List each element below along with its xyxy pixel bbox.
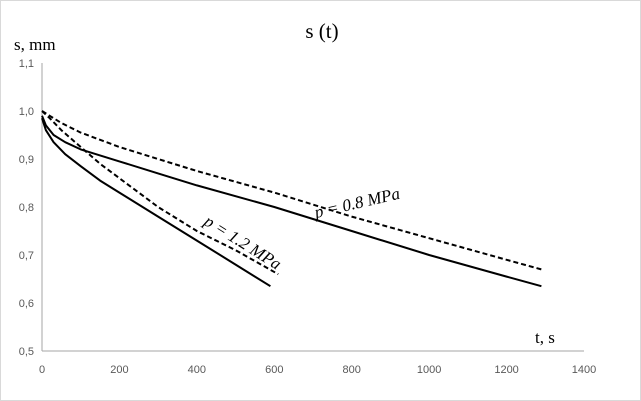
y-tick-label: 0,7 xyxy=(19,250,34,262)
series-line-s-0.8-solid xyxy=(41,115,542,288)
y-tick-label: 0,6 xyxy=(19,298,34,310)
series-group xyxy=(41,110,542,288)
annotation-p-1-2: p = 1.2 MPa xyxy=(200,211,285,274)
x-tick-label: 600 xyxy=(265,364,283,376)
y-tick-label: 0,5 xyxy=(19,346,34,358)
y-tick-label: 0,8 xyxy=(19,202,34,214)
x-axis-label: t, s xyxy=(535,328,555,347)
y-axis-label: s, mm xyxy=(14,35,56,54)
x-tick-label: 1000 xyxy=(417,364,441,376)
x-tick-label: 200 xyxy=(110,364,128,376)
series-line-s-1.2-solid xyxy=(41,117,271,288)
y-tick-label: 0,9 xyxy=(19,154,34,166)
x-tick-label: 1200 xyxy=(494,364,518,376)
x-tick-label: 800 xyxy=(343,364,361,376)
y-ticks: 0,5 0,6 0,7 0,8 0,9 1,0 1,1 xyxy=(19,58,34,358)
x-tick-label: 1400 xyxy=(572,364,596,376)
series-line-s-1.2-dashed xyxy=(41,110,279,276)
series-line-s-0.8-dashed xyxy=(41,110,542,271)
x-ticks: 0 200 400 600 800 1000 1200 1400 xyxy=(39,364,596,376)
y-tick-label: 1,0 xyxy=(19,106,34,118)
annotation-p-0-8: p = 0.8 MPa xyxy=(312,184,402,222)
x-tick-label: 0 xyxy=(39,364,45,376)
chart-title: s (t) xyxy=(305,19,338,43)
x-tick-label: 400 xyxy=(188,364,206,376)
y-tick-label: 1,1 xyxy=(19,58,34,70)
